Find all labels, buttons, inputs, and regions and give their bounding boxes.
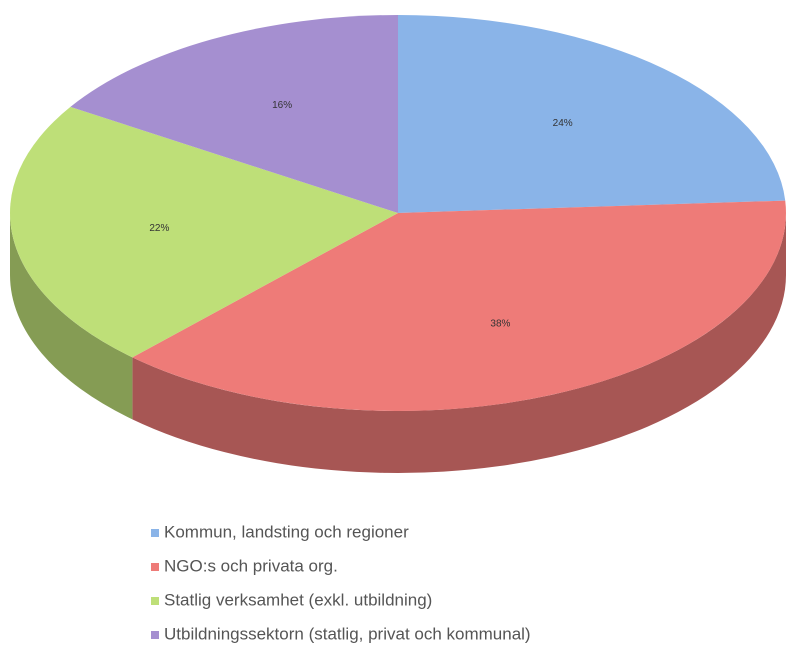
pie-side <box>10 213 133 420</box>
pie-slice <box>132 200 786 412</box>
pie-slice <box>398 15 786 213</box>
legend-label: Kommun, landsting och regioner <box>164 522 409 541</box>
pie-side <box>132 213 786 473</box>
legend-label: NGO:s och privata org. <box>164 556 338 575</box>
data-label: 22% <box>149 223 169 234</box>
data-label: 24% <box>553 118 573 129</box>
legend-label: Utbildningssektorn (statlig, privat och … <box>164 624 531 643</box>
legend-swatch <box>151 631 159 639</box>
pie-slice <box>70 14 399 213</box>
legend-swatch <box>151 529 159 537</box>
data-label: 16% <box>272 100 292 111</box>
pie-slice <box>9 106 398 358</box>
legend-label: Statlig verksamhet (exkl. utbildning) <box>164 590 432 609</box>
data-label: 38% <box>490 319 510 330</box>
legend-swatch <box>151 597 159 605</box>
legend-swatch <box>151 563 159 571</box>
